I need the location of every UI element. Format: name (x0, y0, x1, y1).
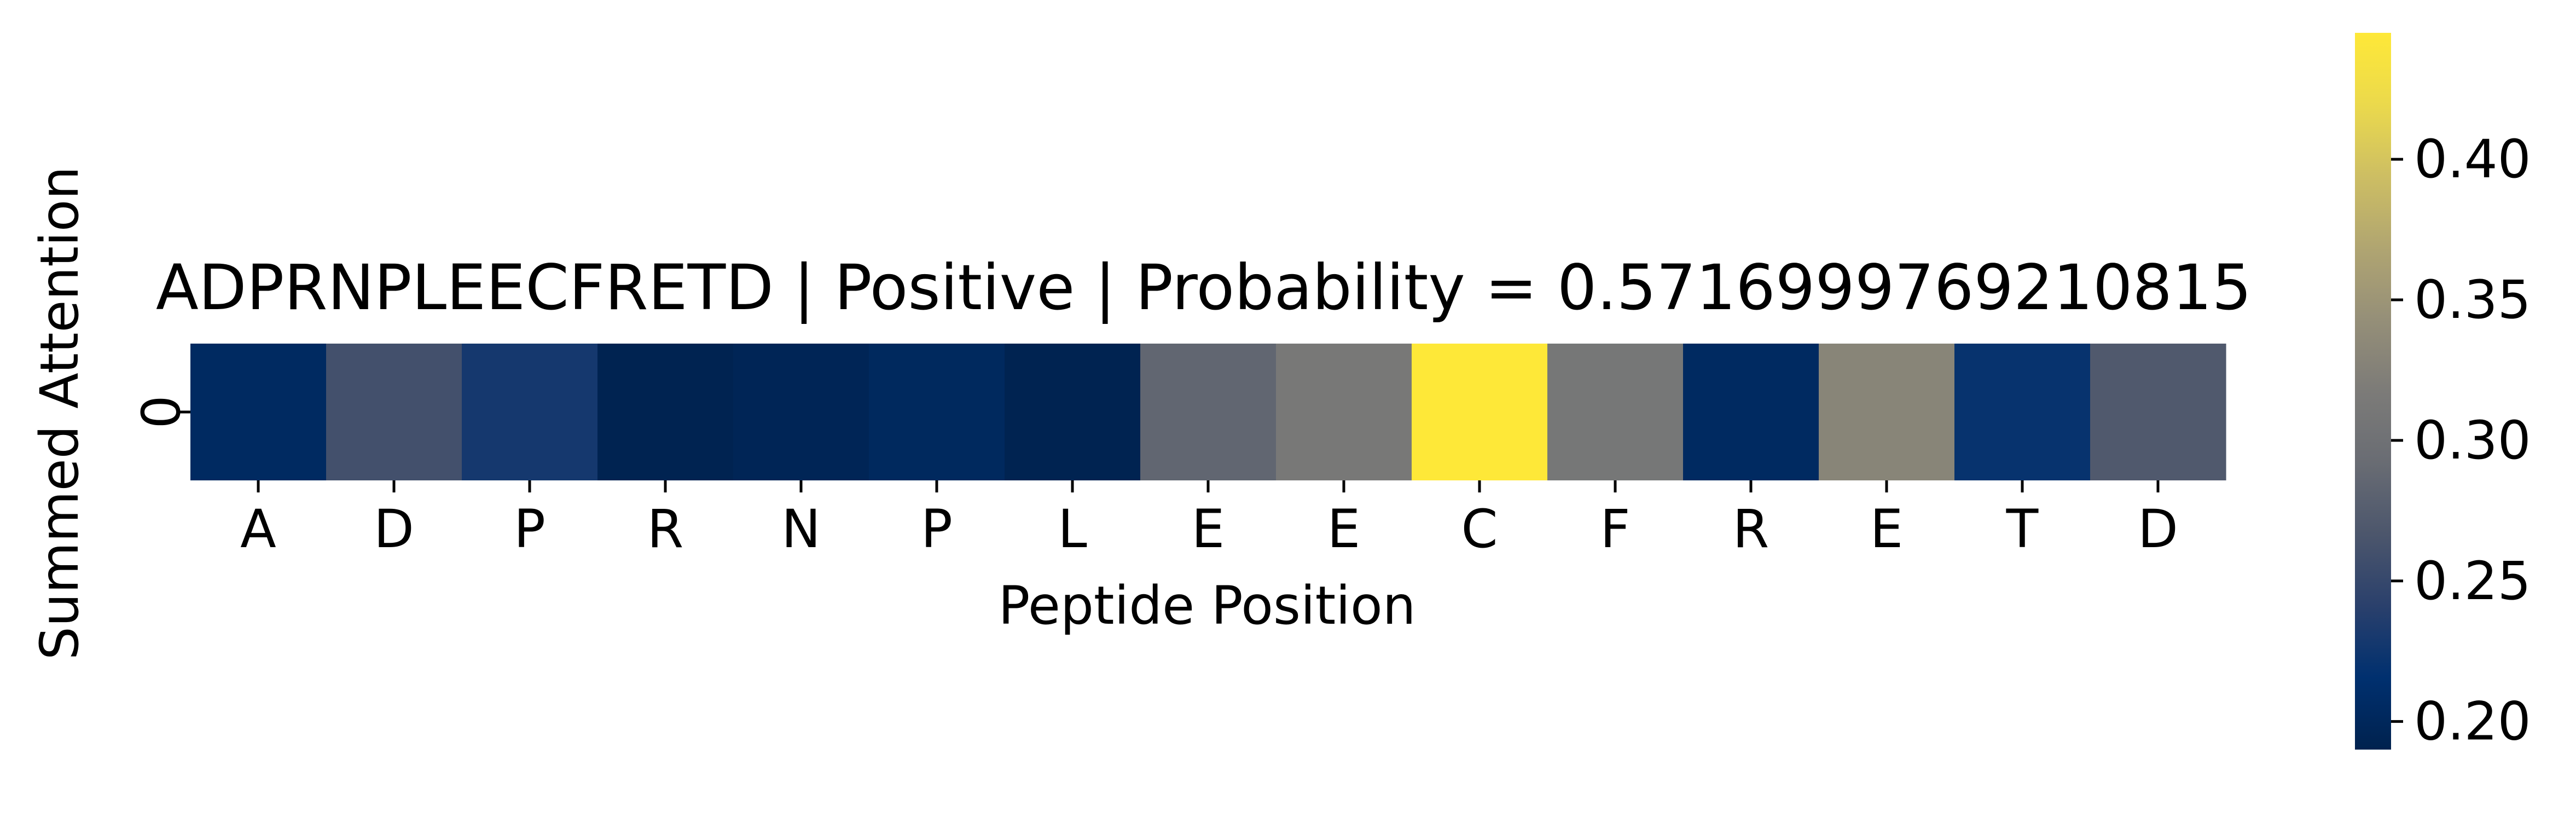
colorbar-tick-label: 0.30 (2414, 410, 2531, 471)
heatmap-cell (2090, 344, 2226, 480)
y-axis-ticks: 0 (131, 395, 192, 428)
x-tick-label: P (514, 498, 546, 560)
x-tick-label: R (647, 498, 684, 560)
x-tick-label: P (921, 498, 953, 560)
heatmap-cell (869, 344, 1005, 480)
x-tick-label: D (2138, 498, 2178, 560)
colorbar-tick-label: 0.40 (2414, 129, 2531, 190)
heatmap-cell (326, 344, 462, 480)
x-tick-label: E (1192, 498, 1225, 560)
x-axis-label: Peptide Position (998, 575, 1415, 636)
x-tick-label: R (1733, 498, 1769, 560)
colorbar-ticks: 0.20 0.25 0.30 0.35 0.40 (2391, 129, 2531, 752)
chart-title: ADPRNPLEECFRETD | Positive | Probability… (156, 251, 2252, 324)
x-tick-label: A (240, 498, 276, 560)
y-tick-label: 0 (131, 395, 192, 428)
x-tick-label: F (1600, 498, 1630, 560)
heatmap-cell (1954, 344, 2091, 480)
heatmap-cell (1547, 344, 1684, 480)
heatmap-cell (1005, 344, 1141, 480)
heatmap-cell (1819, 344, 1955, 480)
heatmap-cell (597, 344, 734, 480)
heatmap-cell (1683, 344, 1819, 480)
x-tick-label: T (2006, 498, 2039, 560)
colorbar-tick-label: 0.20 (2414, 691, 2531, 752)
heatmap-cell (1412, 344, 1548, 480)
heatmap-cell (462, 344, 598, 480)
heatmap-cell (733, 344, 869, 480)
colorbar-tick-label: 0.25 (2414, 550, 2531, 612)
colorbar (2355, 33, 2391, 750)
y-axis-label: Summed Attention (29, 166, 90, 660)
x-tick-label: E (1870, 498, 1904, 560)
heatmap-cells (190, 344, 2226, 480)
heatmap-cell (1276, 344, 1412, 480)
x-tick-label: L (1058, 498, 1087, 560)
x-tick-label: E (1327, 498, 1361, 560)
heatmap-cell (190, 344, 327, 480)
heatmap-cell (1140, 344, 1277, 480)
x-tick-label: D (374, 498, 414, 560)
x-tick-label: N (781, 498, 821, 560)
colorbar-tick-label: 0.35 (2414, 269, 2531, 330)
x-tick-label: C (1461, 498, 1498, 560)
